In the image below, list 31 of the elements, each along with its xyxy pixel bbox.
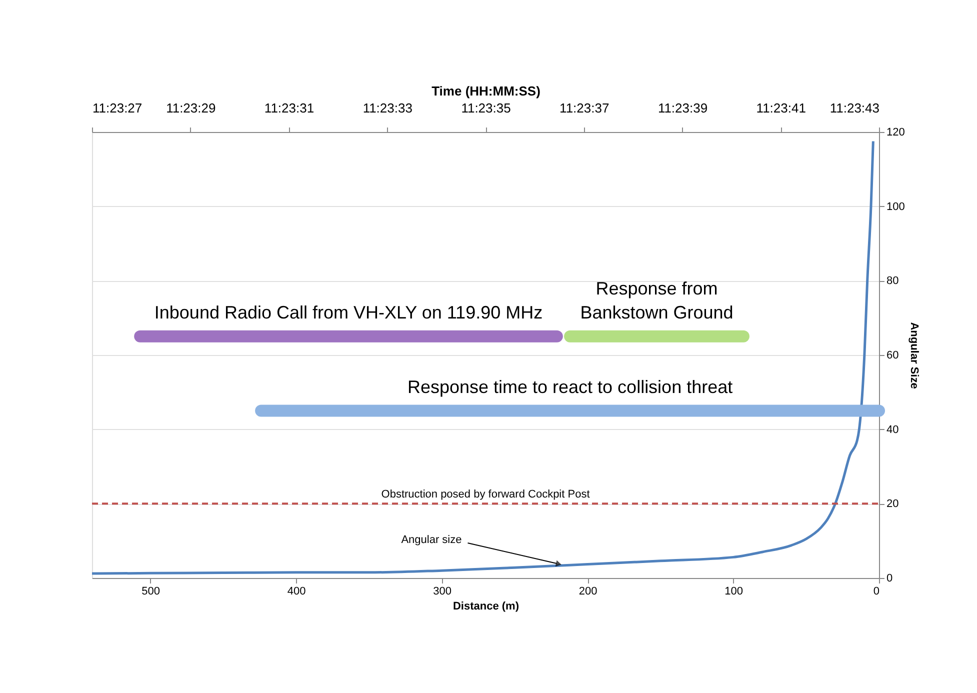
x2-tick-label: 11:23:27 xyxy=(92,100,142,116)
y-tick-label: 120 xyxy=(886,126,905,138)
x2-tick-label: 11:23:37 xyxy=(560,100,610,116)
x-tick-label: 0 xyxy=(873,586,880,598)
y-tick-label: 100 xyxy=(886,200,905,213)
y-tick-label: 20 xyxy=(886,498,899,510)
x-tick-label: 100 xyxy=(724,586,743,598)
x-tick-label: 400 xyxy=(287,586,306,598)
x2-tick-label: 11:23:41 xyxy=(756,100,806,116)
y-tick-label: 0 xyxy=(886,572,893,584)
x2-tick-label: 11:23:29 xyxy=(166,100,216,116)
x2-axis-title: Time (HH:MM:SS) xyxy=(432,84,540,98)
x2-tick-label: 11:23:43 xyxy=(830,100,880,116)
annotation: Angular size xyxy=(401,534,462,546)
x2-tick-label: 11:23:39 xyxy=(658,100,708,116)
y-axis-title: Angular Size xyxy=(908,322,920,389)
x2-tick-label: 11:23:35 xyxy=(461,100,511,116)
x2-tick-label: 11:23:33 xyxy=(362,100,412,116)
series-label: Inbound Radio Call from VH-XLY on 119.90 MHz xyxy=(154,302,543,322)
line-series xyxy=(90,140,874,575)
y-tick-label: 80 xyxy=(886,275,899,288)
x2-tick-label: 11:23:31 xyxy=(264,100,314,116)
series-label: Response from Bankstown Ground xyxy=(580,278,734,322)
x-tick-label: 200 xyxy=(578,586,598,598)
y-tick-label: 60 xyxy=(886,350,899,362)
x-axis-title: Distance (m) xyxy=(452,600,520,612)
x-tick-label: 300 xyxy=(433,586,452,598)
ref-line-label: Obstruction posed by forward Cockpit Post xyxy=(381,488,590,501)
x-tick-label: 500 xyxy=(142,586,160,598)
y-tick-label: 40 xyxy=(886,424,899,436)
series-label: Response time to react to collision threat xyxy=(407,376,733,397)
